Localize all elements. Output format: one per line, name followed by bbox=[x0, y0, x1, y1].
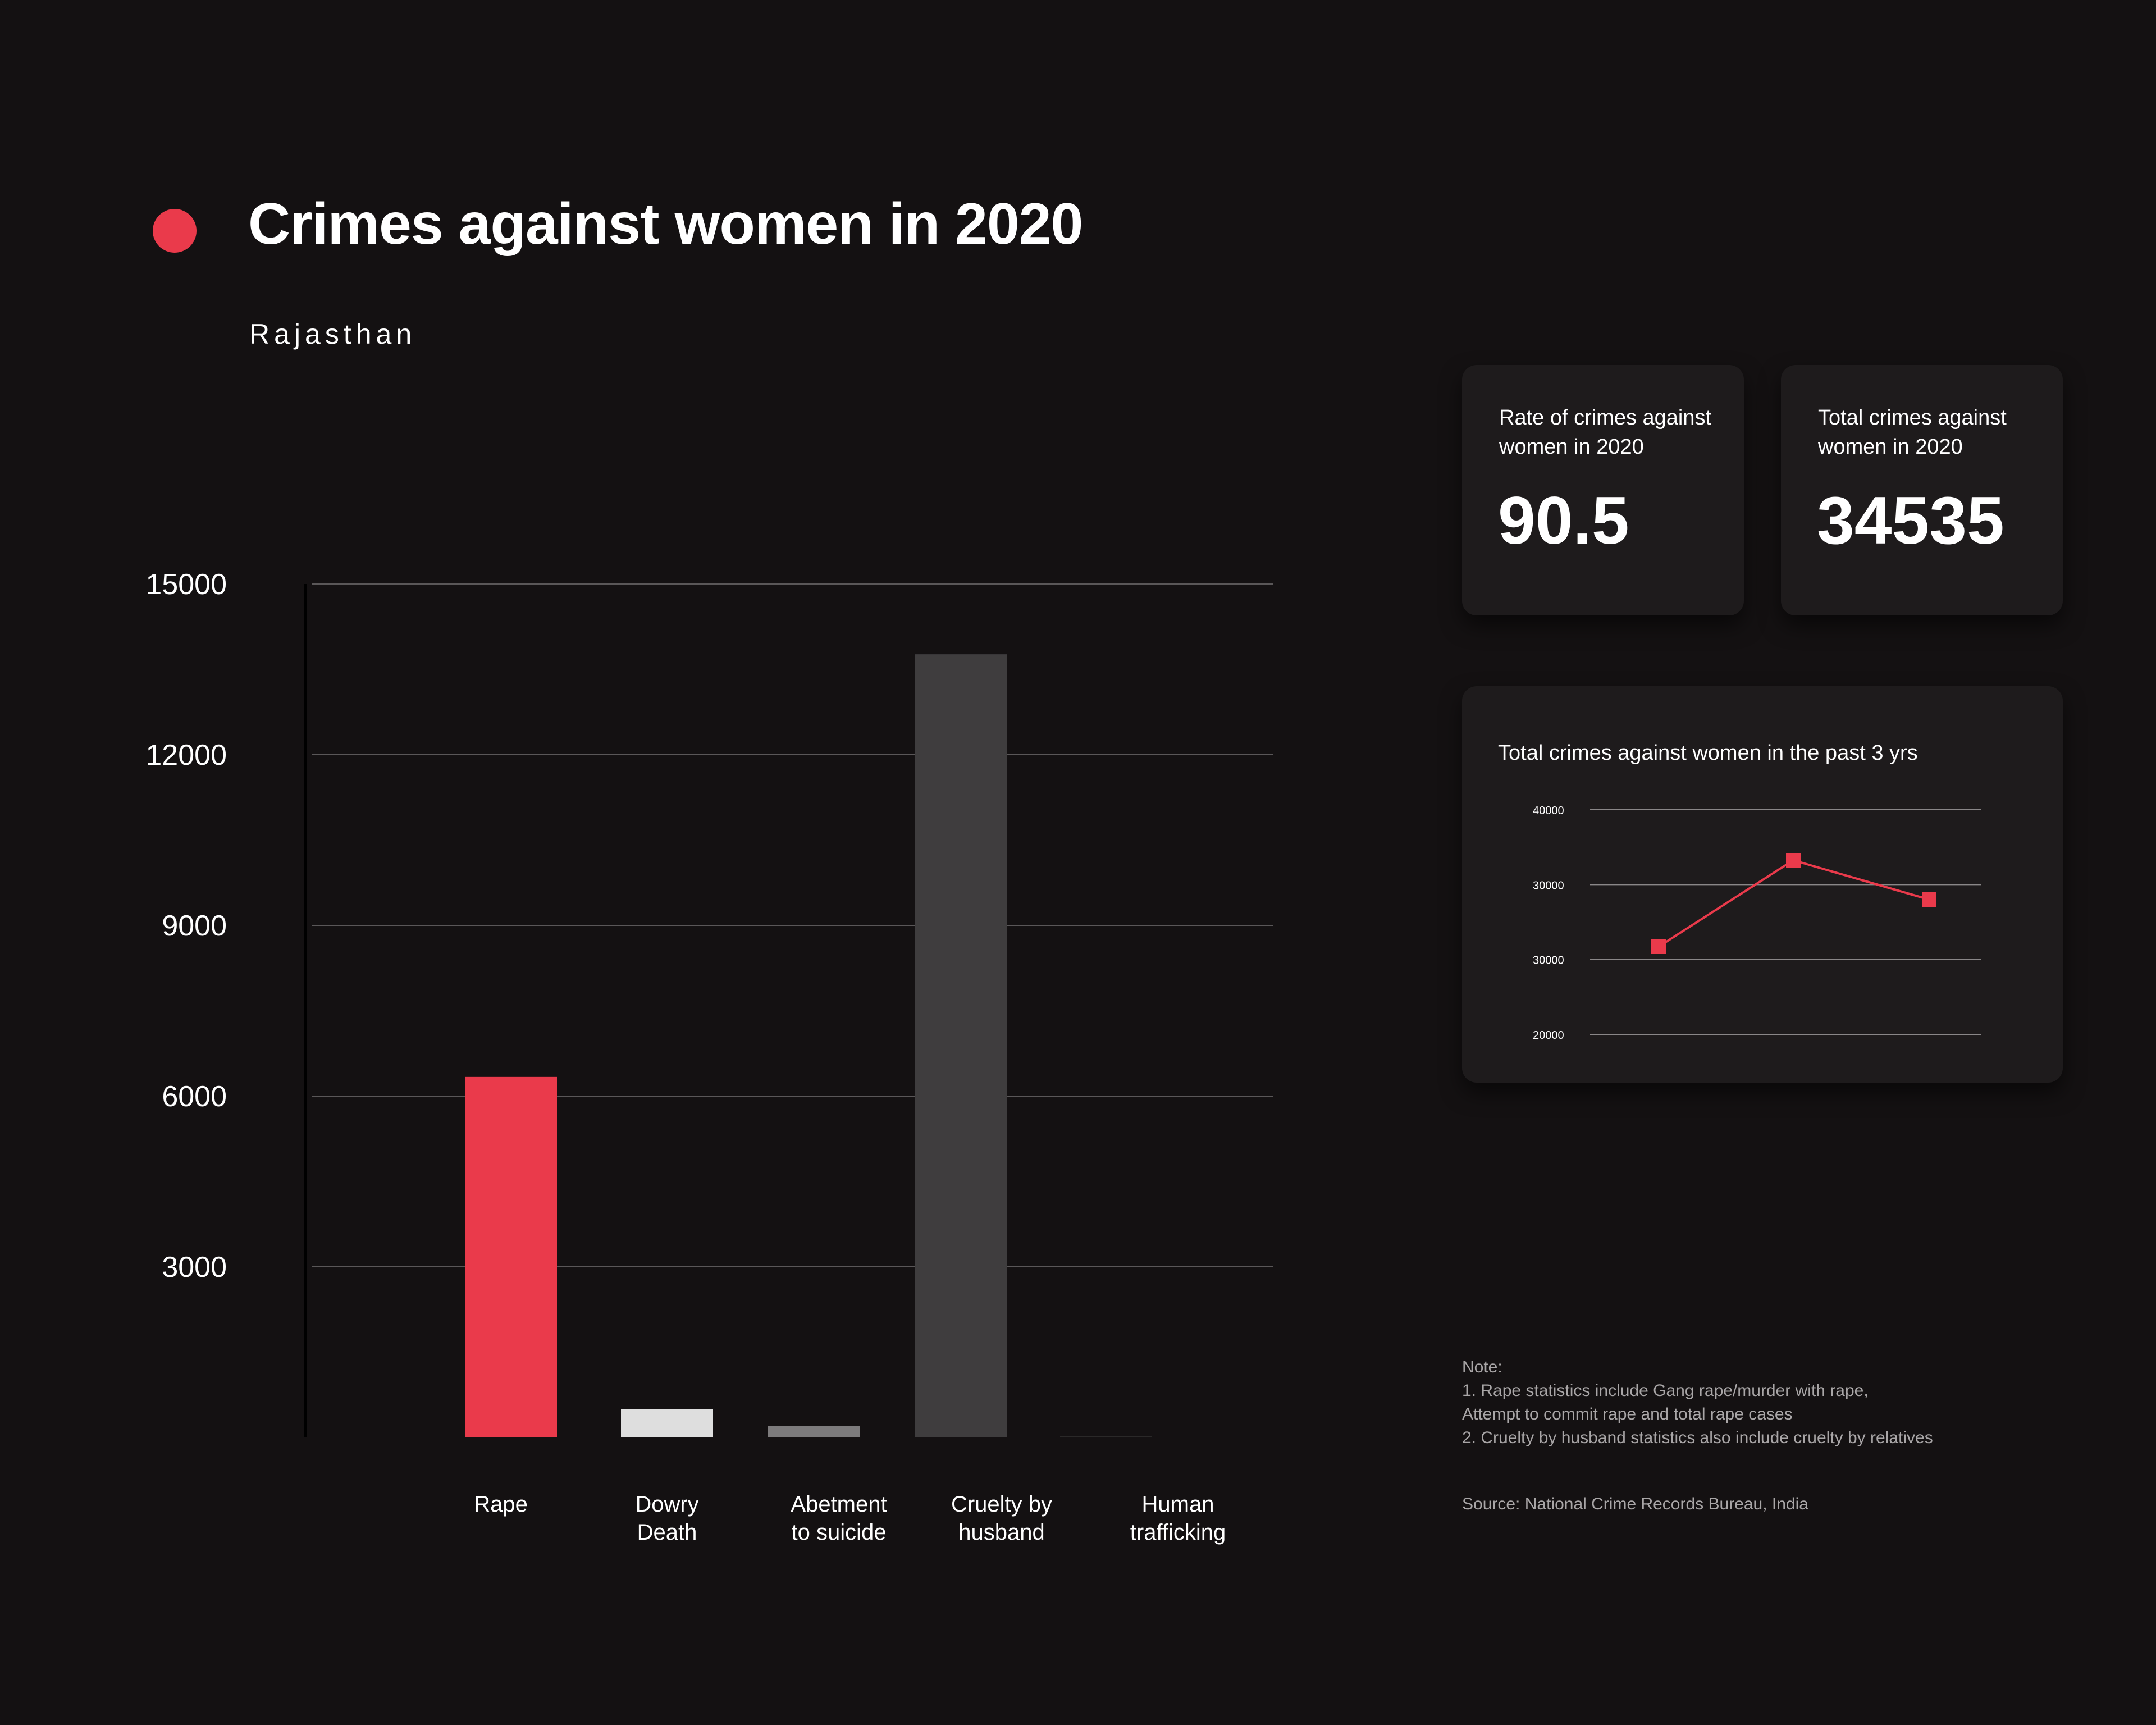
trend-card: Total crimes against women in the past 3… bbox=[1462, 686, 2063, 1083]
x-tick-label: Cruelty by husband bbox=[951, 1492, 1052, 1545]
x-tick-label: Rape bbox=[474, 1492, 528, 1517]
y-tick-label: 9000 bbox=[162, 910, 227, 942]
note-line: 2. Cruelty by husband statistics also in… bbox=[1462, 1429, 1933, 1447]
title-bullet bbox=[153, 209, 197, 253]
x-tick-label: Human trafficking bbox=[1130, 1492, 1226, 1545]
note-line: Attempt to commit rape and total rape ca… bbox=[1462, 1405, 1793, 1423]
stat-total-value: 34535 bbox=[1817, 483, 2004, 558]
page-title: Crimes against women in 2020 bbox=[248, 191, 1083, 257]
source-credit: Source: National Crime Records Bureau, I… bbox=[1462, 1495, 1808, 1513]
x-tick-line: husband bbox=[958, 1520, 1044, 1545]
data-point bbox=[1786, 853, 1801, 868]
series-line bbox=[1657, 859, 1930, 948]
stat-total-label: Total crimes against women in 2020 bbox=[1818, 406, 2007, 459]
stat-card-rate: Rate of crimes against women in 2020 90.… bbox=[1462, 365, 1744, 615]
y-tick-label: 3000 bbox=[162, 1251, 227, 1284]
bar bbox=[915, 654, 1007, 1438]
y-tick-label: 40000 bbox=[1533, 805, 1564, 817]
x-tick-line: Cruelty by bbox=[951, 1492, 1052, 1517]
stat-card-total: Total crimes against women in 2020 34535 bbox=[1781, 365, 2063, 615]
line-chart: 20000 30000 30000 40000 bbox=[1533, 805, 1981, 1042]
trend-chart-title: Total crimes against women in the past 3… bbox=[1498, 741, 1918, 765]
y-tick-label: 15000 bbox=[145, 568, 227, 601]
bar bbox=[1060, 1436, 1152, 1438]
data-point bbox=[1922, 892, 1936, 907]
x-tick-line: Abetment bbox=[791, 1492, 887, 1517]
y-tick-label: 30000 bbox=[1533, 879, 1564, 892]
bar bbox=[621, 1409, 713, 1438]
bar bbox=[465, 1076, 557, 1438]
x-tick-line: Rape bbox=[474, 1492, 528, 1517]
data-point bbox=[1651, 939, 1666, 954]
x-tick-line: Death bbox=[637, 1520, 697, 1545]
note: Note: 1. Rape statistics include Gang ra… bbox=[1462, 1356, 1933, 1450]
y-tick-label: 30000 bbox=[1533, 955, 1564, 967]
x-tick-label: Dowry Death bbox=[635, 1492, 698, 1545]
y-tick-label: 12000 bbox=[145, 739, 227, 772]
y-tick-label: 20000 bbox=[1533, 1029, 1564, 1042]
x-tick-line: to suicide bbox=[792, 1520, 887, 1545]
bar bbox=[768, 1426, 860, 1438]
note-line: 1. Rape statistics include Gang rape/mur… bbox=[1462, 1381, 1869, 1400]
page-subtitle: Rajasthan bbox=[249, 318, 417, 350]
note-heading: Note: bbox=[1462, 1358, 1502, 1376]
stat-rate-label: Rate of crimes against women in 2020 bbox=[1499, 406, 1712, 459]
x-tick-label: Abetment to suicide bbox=[791, 1492, 887, 1545]
y-tick-label: 6000 bbox=[162, 1080, 227, 1113]
stat-rate-value: 90.5 bbox=[1498, 483, 1629, 558]
x-tick-line: trafficking bbox=[1130, 1520, 1226, 1545]
x-tick-line: Human bbox=[1142, 1492, 1214, 1517]
bar-chart: 3000 6000 9000 12000 15000 Rape Dowry Death Abet… bbox=[145, 568, 1273, 1545]
x-tick-line: Dowry bbox=[635, 1492, 698, 1517]
